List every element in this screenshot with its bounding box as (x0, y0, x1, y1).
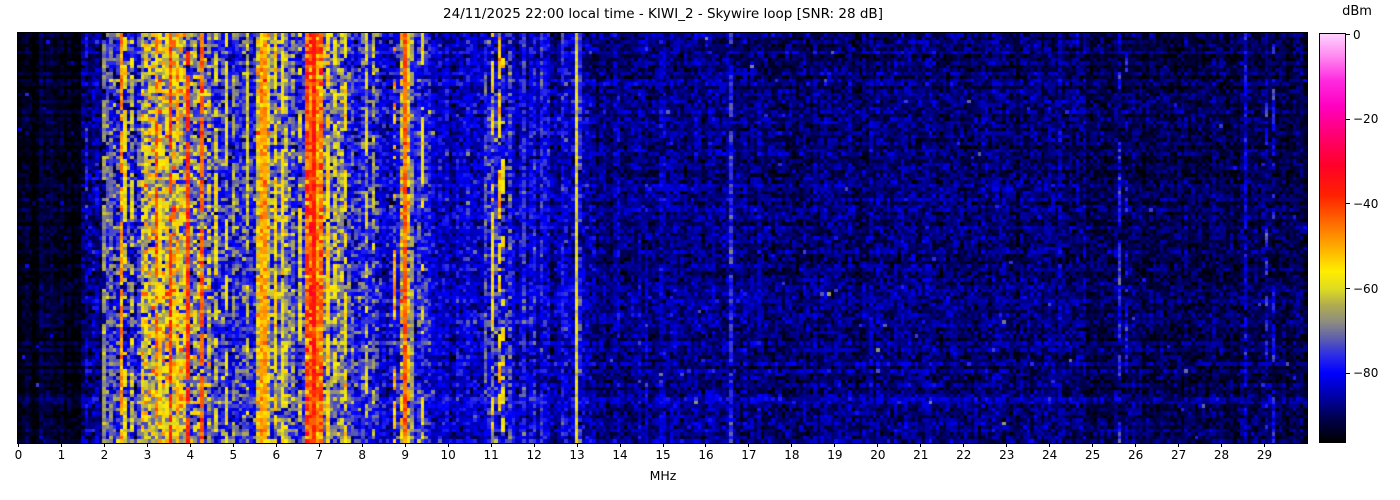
x-tick-label: 22 (956, 448, 972, 462)
x-tick-label: 15 (655, 448, 671, 462)
x-tick (404, 443, 406, 447)
x-tick (275, 443, 277, 447)
x-tick (963, 443, 965, 447)
x-tick (146, 443, 148, 447)
colorbar-gradient (1320, 34, 1345, 442)
chart-title: 24/11/2025 22:00 local time - KIWI_2 - S… (443, 6, 883, 22)
x-tick-label: 28 (1213, 448, 1230, 462)
spectrogram-canvas (18, 33, 1307, 443)
x-tick (1135, 443, 1137, 447)
x-tick-label: 0 (14, 448, 23, 462)
x-tick-label: 1 (57, 448, 66, 462)
x-tick (18, 443, 19, 447)
colorbar-tick (1346, 203, 1350, 205)
colorbar-tick (1346, 118, 1350, 120)
x-tick (1049, 443, 1051, 447)
x-tick (232, 443, 234, 447)
x-tick (705, 443, 707, 447)
x-tick (619, 443, 621, 447)
x-tick-label: 19 (827, 448, 843, 462)
x-tick-label: 4 (186, 448, 195, 462)
x-tick (189, 443, 191, 447)
colorbar-tick (1346, 372, 1350, 374)
colorbar-tick (1346, 288, 1350, 290)
colorbar (1319, 33, 1346, 443)
x-tick (576, 443, 578, 447)
x-tick-label: 25 (1085, 448, 1101, 462)
x-tick-label: 21 (913, 448, 929, 462)
x-tick (60, 443, 62, 447)
colorbar-tick-label: −20 (1353, 112, 1379, 127)
colorbar-tick-label: −80 (1353, 366, 1379, 381)
x-tick (1221, 443, 1223, 447)
x-tick-label: 8 (358, 448, 367, 462)
x-tick (490, 443, 492, 447)
x-tick (103, 443, 105, 447)
x-tick (1092, 443, 1094, 447)
x-tick (361, 443, 363, 447)
x-tick-label: 12 (526, 448, 542, 462)
x-tick (1006, 443, 1008, 447)
x-tick-label: 2 (100, 448, 109, 462)
x-tick-label: 26 (1127, 448, 1144, 462)
x-tick (318, 443, 320, 447)
x-tick-label: 13 (569, 448, 585, 462)
x-tick-label: 7 (315, 448, 324, 462)
x-tick-label: 11 (483, 448, 499, 462)
x-tick-label: 20 (870, 448, 886, 462)
x-tick-label: 16 (698, 448, 714, 462)
x-tick-label: 9 (401, 448, 409, 462)
x-tick (834, 443, 836, 447)
x-tick (1264, 443, 1266, 447)
x-tick-label: 3 (143, 448, 152, 462)
x-tick-label: 18 (784, 448, 800, 462)
x-tick-label: 29 (1256, 448, 1273, 462)
colorbar-label: dBm (1342, 4, 1372, 19)
x-tick (533, 443, 535, 447)
x-tick-label: 14 (612, 448, 628, 462)
x-axis-label: MHz (649, 468, 677, 483)
x-tick (791, 443, 793, 447)
x-tick-label: 24 (1042, 448, 1058, 462)
x-tick-label: 10 (440, 448, 456, 462)
x-tick-label: 23 (999, 448, 1015, 462)
colorbar-tick-label: 0 (1353, 27, 1361, 42)
x-tick (877, 443, 879, 447)
x-tick-label: 17 (741, 448, 757, 462)
x-tick-label: 5 (229, 448, 238, 462)
colorbar-tick (1346, 34, 1350, 35)
colorbar-tick-label: −60 (1353, 281, 1379, 296)
x-tick-label: 6 (272, 448, 281, 462)
x-tick (748, 443, 750, 447)
x-tick-label: 27 (1170, 448, 1187, 462)
x-tick (662, 443, 664, 447)
colorbar-tick-label: −40 (1353, 196, 1379, 211)
x-tick (447, 443, 449, 447)
plot-area (17, 32, 1308, 444)
x-tick (1178, 443, 1180, 447)
x-tick (920, 443, 922, 447)
